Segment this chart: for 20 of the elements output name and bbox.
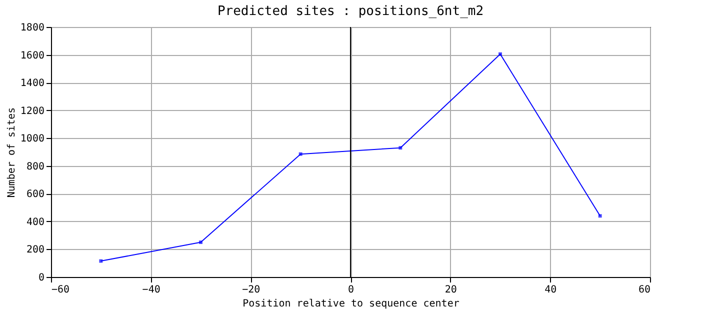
x-axis-title: Position relative to sequence center (242, 298, 460, 310)
x-tick-label: 20 (444, 284, 457, 296)
y-tick-label: 1400 (20, 78, 44, 90)
y-tick-label: 600 (26, 189, 44, 200)
x-tick-label: 0 (348, 284, 354, 296)
y-axis-title: Number of sites (6, 107, 18, 198)
y-tick-label: 1200 (20, 106, 44, 117)
y-tick-label: 0 (38, 272, 44, 284)
x-tick-label: 40 (544, 284, 557, 296)
chart-title: Predicted sites : positions_6nt_m2 (217, 4, 484, 19)
y-tick-label: 200 (26, 244, 44, 256)
y-tick-label: 400 (26, 216, 44, 228)
y-tick-label: 800 (26, 161, 44, 172)
y-tick-label: 1600 (20, 50, 44, 62)
x-tick-label: −20 (242, 284, 260, 296)
y-tick-label: 1000 (20, 134, 44, 145)
y-tick-label: 1800 (20, 22, 44, 34)
x-tick-label: 60 (638, 284, 650, 296)
x-tick-label: −60 (52, 284, 70, 296)
x-tick-label: −40 (142, 284, 160, 296)
